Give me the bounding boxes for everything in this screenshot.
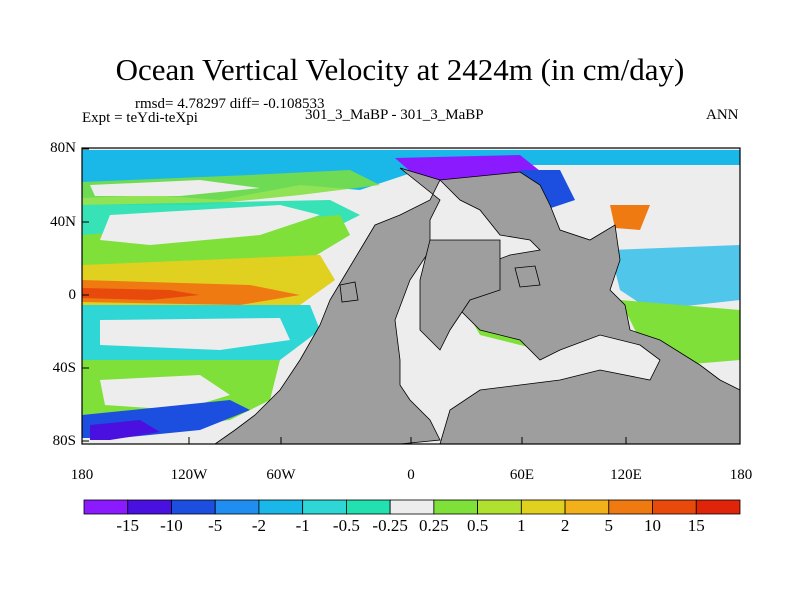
case-label: 301_3_MaBP - 301_3_MaBP <box>305 107 484 123</box>
colorbar-label: -10 <box>160 516 183 535</box>
field-sh-white <box>100 318 290 350</box>
field-arctic-band <box>82 150 740 165</box>
field-pacific-west-green <box>620 300 740 365</box>
lon-label-60e: 60E <box>509 467 535 483</box>
colorbar-label: -5 <box>208 516 223 535</box>
field-sh-white-2 <box>100 375 230 410</box>
lat-label-40s: 40S <box>52 360 76 376</box>
colorbar-label: 15 <box>687 516 705 535</box>
colorbar-swatch <box>477 499 522 515</box>
colorbar-swatch <box>608 499 653 515</box>
lat-label-40n: 40N <box>50 214 76 230</box>
colorbar-swatch <box>214 499 260 515</box>
colorbar-label: 0.25 <box>418 516 449 535</box>
colorbar-label: 2 <box>560 516 570 535</box>
lon-label-120e: 120E <box>610 467 642 483</box>
colorbar-swatch <box>695 499 741 515</box>
lat-label-0: 0 <box>68 287 77 303</box>
field-eq-red <box>82 288 200 300</box>
colorbar-label: -0.5 <box>332 516 360 535</box>
field-sh-purple <box>90 420 160 440</box>
field-mid-white <box>100 205 320 245</box>
velocity-field <box>82 150 740 440</box>
colorbar-label: 0.5 <box>466 516 489 535</box>
lat-label-80n: 80N <box>50 140 76 156</box>
colorbar-swatch <box>389 499 435 515</box>
land-americas <box>213 167 441 445</box>
land-africa <box>419 239 501 351</box>
experiment-label: Expt = teYdi-teXpi <box>82 110 198 126</box>
lat-label-80s: 80S <box>52 433 76 449</box>
colorbar-swatch <box>564 499 610 515</box>
colorbar-label: -15 <box>116 516 140 535</box>
colorbar-swatch <box>258 499 304 515</box>
colorbar-label: 1 <box>517 516 526 535</box>
lon-label-0: 0 <box>407 467 415 483</box>
colorbar-swatch <box>127 499 172 515</box>
season-label: ANN <box>706 107 739 123</box>
lon-label-180w: 180 <box>70 467 94 483</box>
colorbar-swatch <box>83 499 129 515</box>
axis-ticks <box>81 148 741 444</box>
colorbar-swatch <box>652 499 697 515</box>
colorbar-label: 5 <box>604 516 614 535</box>
land-island-1 <box>339 281 359 303</box>
map-title: Ocean Vertical Velocity at 2424m (in cm/… <box>115 52 685 87</box>
colorbar-swatch <box>433 499 479 515</box>
field-pacific-west-cyan <box>610 245 740 310</box>
colorbar-label: -1 <box>295 516 310 535</box>
colorbar-label: -2 <box>251 516 266 535</box>
lon-label-120w: 120W <box>170 467 208 483</box>
colorbar-label: 10 <box>644 516 662 535</box>
colorbar-swatch <box>520 499 566 515</box>
colorbar <box>83 499 741 515</box>
land <box>213 167 741 445</box>
lon-label-180e: 180 <box>729 467 753 483</box>
colorbar-swatch <box>345 499 391 515</box>
field-nh-white <box>90 180 260 196</box>
field-pacific-west-orange <box>610 205 650 230</box>
colorbar-label: -0.25 <box>372 516 408 535</box>
land-island-2 <box>514 265 541 288</box>
colorbar-swatch <box>302 499 347 515</box>
stats-text: rmsd= 4.78297 diff= -0.108533 <box>135 96 325 112</box>
lon-label-60w: 60W <box>266 467 296 483</box>
colorbar-swatch <box>171 499 216 515</box>
